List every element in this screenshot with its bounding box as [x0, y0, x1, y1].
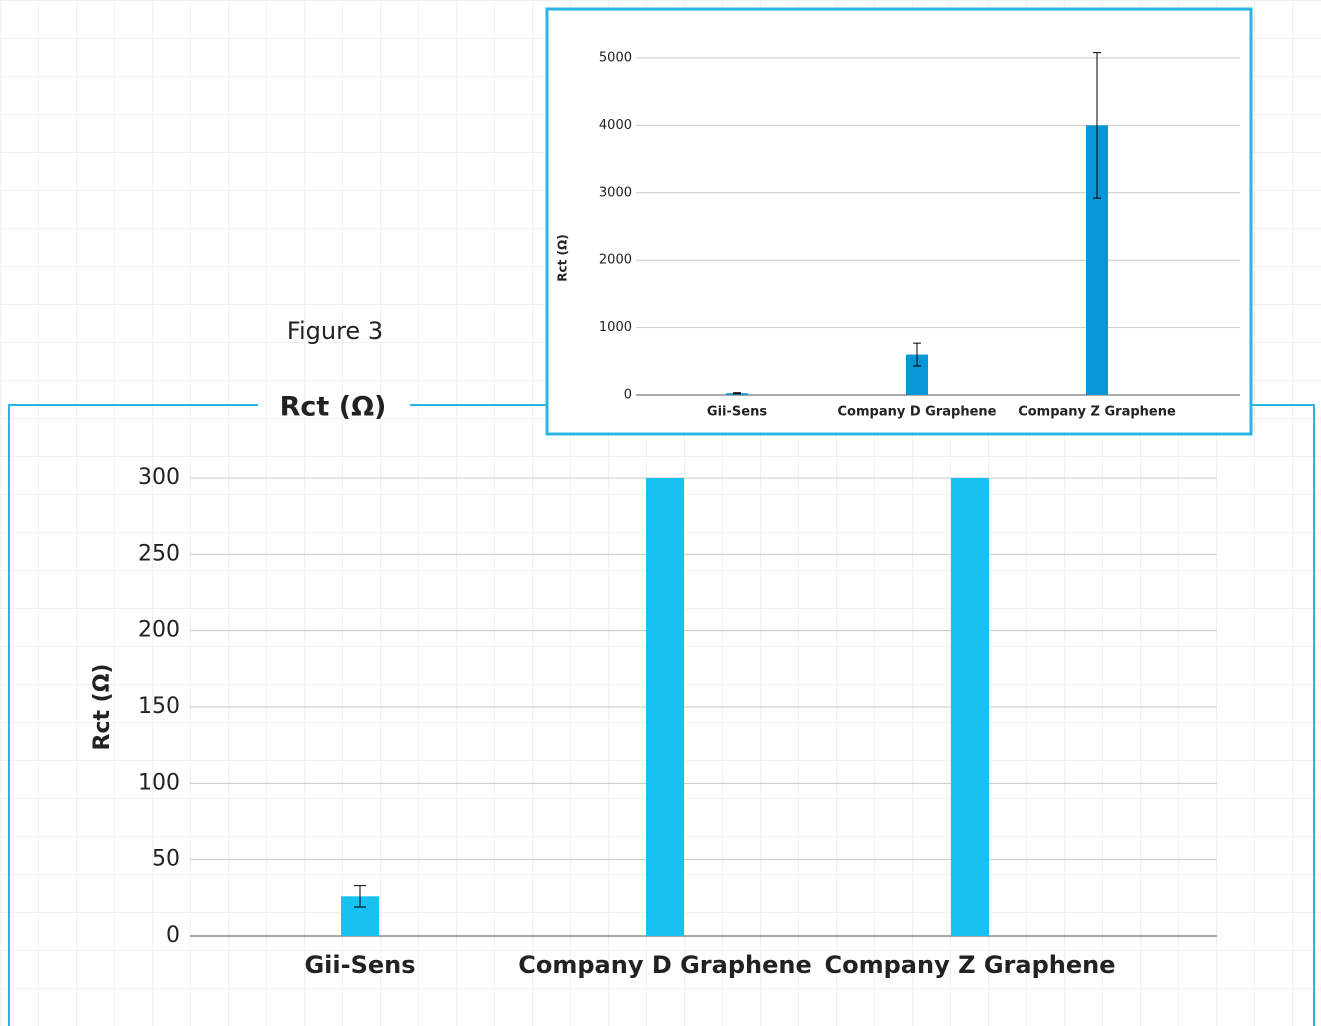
y-axis-label: Rct (Ω) [556, 234, 570, 281]
y-tick-label: 100 [138, 770, 180, 795]
y-tick-label: 0 [624, 388, 632, 403]
x-tick-label: Company D Graphene [838, 405, 997, 420]
y-tick-label: 250 [138, 541, 180, 566]
main-frame [8, 404, 1315, 1026]
x-tick-label: Company Z Graphene [1018, 405, 1176, 420]
main-chart: 0 50 100 150 200 250 300 Rct (Ω) Gii-Sens Company… [90, 465, 1217, 979]
bar [951, 478, 989, 936]
inset-chart: 0 1000 2000 3000 4000 5000 Rct (Ω) Gii-Sens Comp… [556, 50, 1240, 420]
y-tick-label: 300 [138, 465, 180, 490]
plot-area [726, 52, 1108, 395]
y-tick-label: 4000 [599, 118, 632, 133]
error-bar [354, 885, 366, 908]
y-axis-label: Rct (Ω) [90, 664, 115, 751]
x-tick-label: Gii-Sens [707, 405, 767, 420]
caption: Figure 3 [287, 317, 383, 345]
chart-title: Rct (Ω) [280, 392, 387, 423]
bar [906, 354, 928, 395]
y-tick-label: 2000 [599, 253, 632, 268]
x-tick-label: Company D Graphene [518, 951, 811, 979]
y-tick-label: 150 [138, 694, 180, 719]
x-tick-label: Gii-Sens [304, 951, 415, 979]
y-tick-label: 5000 [599, 50, 632, 65]
y-tick-label: 0 [166, 923, 180, 948]
bar [646, 478, 684, 936]
y-tick-label: 50 [152, 847, 180, 872]
inset-frame [545, 7, 1253, 436]
y-tick-label: 3000 [599, 185, 632, 200]
error-bar [913, 342, 921, 367]
bar [1086, 125, 1108, 395]
x-tick-label: Company Z Graphene [825, 951, 1116, 979]
y-tick-label: 1000 [599, 320, 632, 335]
error-bar [1093, 52, 1101, 199]
y-tick-label: 200 [138, 618, 180, 643]
plot-area [341, 478, 989, 936]
error-bar [733, 392, 741, 395]
